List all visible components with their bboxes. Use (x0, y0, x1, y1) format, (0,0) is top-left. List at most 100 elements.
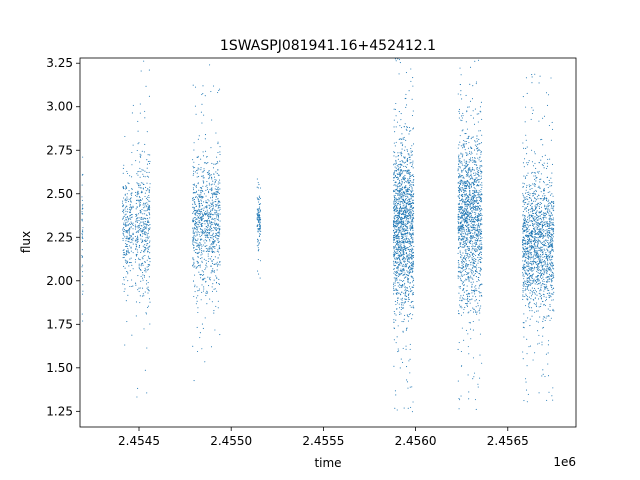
data-point (125, 276, 127, 278)
data-point (199, 203, 201, 205)
data-point (210, 247, 212, 249)
data-point (212, 246, 214, 248)
data-point (468, 215, 470, 217)
data-point (197, 262, 199, 264)
data-point (411, 233, 413, 236)
data-point (406, 196, 408, 198)
data-point (122, 210, 124, 212)
data-point (532, 359, 534, 361)
data-point (406, 164, 408, 166)
data-point (393, 248, 395, 250)
data-point (523, 198, 525, 200)
data-point (461, 275, 463, 277)
data-point (204, 245, 207, 247)
data-point (81, 256, 83, 258)
data-point (468, 187, 470, 189)
data-point (208, 248, 210, 250)
data-point (195, 205, 197, 207)
data-point (130, 262, 132, 264)
data-point (460, 233, 462, 235)
data-point (398, 245, 400, 247)
data-point (125, 185, 127, 187)
data-point (392, 254, 395, 256)
data-point (211, 217, 213, 219)
data-point (407, 271, 409, 273)
data-point (205, 206, 207, 208)
data-point (475, 242, 478, 244)
data-point (205, 210, 207, 212)
data-point (204, 236, 207, 238)
data-point (82, 229, 84, 231)
data-point (401, 195, 403, 197)
data-point (192, 345, 194, 347)
data-point (457, 277, 459, 279)
data-point (214, 220, 216, 222)
data-point (259, 225, 261, 228)
data-point (213, 192, 215, 194)
data-point (471, 98, 474, 100)
data-point (546, 200, 548, 202)
data-point (479, 232, 481, 234)
data-point (406, 379, 408, 381)
data-point (147, 247, 149, 249)
data-point (136, 254, 138, 256)
data-point (469, 254, 471, 256)
data-point (404, 223, 406, 225)
data-point (478, 159, 480, 161)
data-point (410, 255, 413, 257)
data-point (407, 278, 409, 280)
data-point (258, 203, 260, 206)
data-point (404, 146, 406, 148)
data-point (477, 209, 479, 211)
data-point (395, 262, 397, 264)
data-point (403, 246, 405, 248)
data-point (401, 270, 403, 272)
data-point (467, 228, 470, 230)
data-point (480, 111, 482, 113)
data-point (459, 229, 461, 232)
data-point (397, 242, 399, 244)
data-point (470, 229, 472, 231)
data-point (215, 210, 217, 212)
data-point (394, 273, 396, 276)
data-point (406, 150, 409, 152)
data-point (405, 203, 407, 205)
data-point (546, 255, 548, 257)
data-point (472, 307, 474, 309)
data-point (122, 229, 124, 231)
data-point (458, 239, 460, 241)
data-point (466, 246, 468, 248)
data-point (201, 238, 203, 240)
data-point (123, 249, 125, 251)
data-point (525, 189, 527, 191)
data-point (204, 134, 207, 136)
data-point (478, 253, 481, 255)
data-point (393, 209, 395, 211)
data-point (401, 186, 403, 188)
data-point (398, 256, 400, 259)
data-point (465, 160, 467, 162)
data-point (142, 182, 144, 184)
data-point (459, 221, 461, 223)
data-point (130, 201, 132, 203)
data-point (467, 239, 469, 241)
data-point (138, 201, 140, 203)
data-point (409, 221, 411, 223)
data-point (469, 66, 472, 68)
data-point (461, 220, 463, 222)
data-point (460, 230, 462, 232)
data-point (460, 217, 462, 219)
data-point (139, 259, 141, 261)
data-point (197, 199, 199, 201)
data-point (214, 213, 216, 215)
data-point (198, 176, 200, 178)
data-point (218, 181, 220, 183)
data-point (471, 152, 473, 154)
data-point (123, 254, 126, 256)
data-point (405, 97, 407, 99)
data-point (460, 175, 463, 177)
data-point (130, 246, 132, 248)
data-point (465, 196, 467, 199)
data-point (141, 198, 144, 200)
data-point (148, 190, 150, 192)
